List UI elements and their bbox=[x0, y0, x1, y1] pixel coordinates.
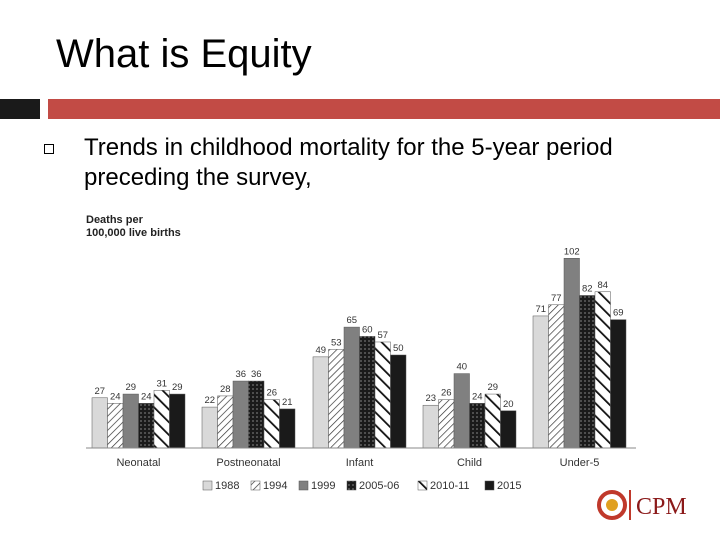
legend-label-2010-11: 2010-11 bbox=[430, 480, 470, 492]
bar-child-1994 bbox=[438, 399, 455, 449]
bar-value-label: 29 bbox=[487, 382, 498, 393]
title-divider-accent bbox=[48, 99, 720, 119]
bar-child-1988 bbox=[422, 404, 439, 449]
category-label-infant: Infant bbox=[346, 457, 374, 469]
bar-value-label: 36 bbox=[235, 369, 246, 380]
bar-under-5-1994 bbox=[548, 304, 565, 449]
category-label-neonatal: Neonatal bbox=[116, 457, 160, 469]
legend-swatch-1994 bbox=[250, 480, 261, 491]
bar-postneonatal-1994 bbox=[217, 395, 234, 449]
logo-text: CPM bbox=[636, 494, 687, 520]
bar-value-label: 27 bbox=[94, 386, 105, 397]
bar-postneonatal-1988 bbox=[201, 406, 218, 449]
bar-under-5-1988 bbox=[532, 315, 549, 449]
bar-infant-1988 bbox=[312, 356, 329, 449]
bar-value-label: 28 bbox=[220, 384, 231, 395]
bullet-square-icon bbox=[44, 144, 54, 154]
slide-title: What is Equity bbox=[56, 32, 312, 76]
title-divider-dark bbox=[0, 99, 40, 119]
bar-neonatal-2005-06 bbox=[138, 403, 155, 449]
bullet-text: Trends in childhood mortality for the 5-… bbox=[84, 134, 613, 191]
logo-ring-icon bbox=[597, 490, 627, 520]
bar-neonatal-1999 bbox=[122, 393, 139, 449]
category-label-child: Child bbox=[457, 457, 482, 469]
bar-postneonatal-1999 bbox=[232, 380, 249, 449]
category-label-under-5: Under-5 bbox=[560, 457, 600, 469]
bar-value-label: 22 bbox=[204, 395, 215, 406]
legend-swatch-2015 bbox=[484, 480, 495, 491]
chart-bars bbox=[91, 258, 627, 449]
bar-neonatal-2015 bbox=[169, 393, 186, 449]
bar-neonatal-2010-11 bbox=[153, 390, 170, 449]
category-label-postneonatal: Postneonatal bbox=[216, 457, 280, 469]
chart-legend: 1988 1994 1999 2005-06 2010-11 2015 bbox=[202, 480, 521, 492]
bar-value-label: 24 bbox=[110, 391, 121, 402]
bar-infant-1999 bbox=[343, 326, 360, 449]
bar-value-label: 69 bbox=[613, 308, 624, 319]
cpm-logo: CPM bbox=[597, 490, 687, 520]
legend-label-2015: 2015 bbox=[497, 480, 521, 492]
bar-child-2010-11 bbox=[484, 393, 501, 449]
logo-center-icon bbox=[606, 499, 618, 511]
legend-label-1999: 1999 bbox=[311, 480, 335, 492]
legend-swatch-2005-06 bbox=[346, 480, 357, 491]
legend-swatch-2010-11 bbox=[417, 480, 428, 491]
bar-value-label: 65 bbox=[346, 315, 357, 326]
bar-under-5-2010-11 bbox=[594, 291, 611, 449]
bar-postneonatal-2005-06 bbox=[248, 380, 265, 449]
bar-infant-2010-11 bbox=[374, 341, 391, 449]
bar-value-label: 49 bbox=[315, 345, 326, 356]
bar-value-label: 24 bbox=[472, 391, 483, 402]
bar-child-2015 bbox=[500, 410, 517, 449]
bar-value-label: 102 bbox=[564, 246, 580, 257]
bar-child-1999 bbox=[453, 373, 470, 449]
bar-value-label: 40 bbox=[456, 362, 467, 373]
bar-neonatal-1994 bbox=[107, 403, 124, 449]
legend-label-2005-06: 2005-06 bbox=[359, 480, 399, 492]
bar-value-label: 53 bbox=[331, 337, 342, 348]
bar-value-label: 71 bbox=[535, 304, 546, 315]
bar-value-label: 84 bbox=[597, 280, 608, 291]
bar-neonatal-1988 bbox=[91, 397, 108, 449]
bar-infant-2005-06 bbox=[359, 336, 376, 449]
legend-swatch-1988 bbox=[202, 480, 213, 491]
logo-divider bbox=[629, 490, 631, 520]
bar-value-label: 26 bbox=[441, 388, 452, 399]
y-axis-label-line: Deaths per bbox=[86, 214, 144, 226]
bar-value-label: 24 bbox=[141, 391, 152, 402]
legend-swatch-1999 bbox=[298, 480, 309, 491]
bar-postneonatal-2015 bbox=[279, 408, 296, 449]
bar-value-label: 29 bbox=[125, 382, 136, 393]
y-axis-label-line: 100,000 live births bbox=[86, 227, 181, 239]
bar-value-label: 26 bbox=[266, 388, 277, 399]
chart-category-labels: Neonatal Postneonatal Infant Child Under-5 bbox=[116, 457, 599, 469]
bar-value-label: 21 bbox=[282, 397, 293, 408]
bar-value-label: 82 bbox=[582, 283, 593, 294]
bar-infant-2015 bbox=[390, 354, 407, 449]
bar-value-label: 50 bbox=[393, 343, 404, 354]
bar-value-label: 31 bbox=[156, 378, 167, 389]
chart-value-labels: 27 22 49 23 71 24 28 53 26 77 29 36 65 40 102 24 36 60 24 8… bbox=[94, 246, 623, 410]
bar-value-label: 20 bbox=[503, 399, 514, 410]
bar-value-label: 77 bbox=[551, 293, 562, 304]
bar-under-5-2005-06 bbox=[579, 295, 596, 449]
bar-value-label: 36 bbox=[251, 369, 262, 380]
legend-label-1994: 1994 bbox=[263, 480, 287, 492]
bar-value-label: 57 bbox=[377, 330, 388, 341]
bar-value-label: 60 bbox=[362, 324, 373, 335]
bar-value-label: 23 bbox=[425, 393, 436, 404]
bar-child-2005-06 bbox=[469, 403, 486, 449]
bar-under-5-1999 bbox=[563, 258, 580, 449]
bar-postneonatal-2010-11 bbox=[263, 399, 280, 449]
legend-label-1988: 1988 bbox=[215, 480, 239, 492]
bar-infant-1994 bbox=[328, 349, 345, 449]
bar-value-label: 29 bbox=[172, 382, 183, 393]
bar-under-5-2015 bbox=[610, 319, 627, 449]
